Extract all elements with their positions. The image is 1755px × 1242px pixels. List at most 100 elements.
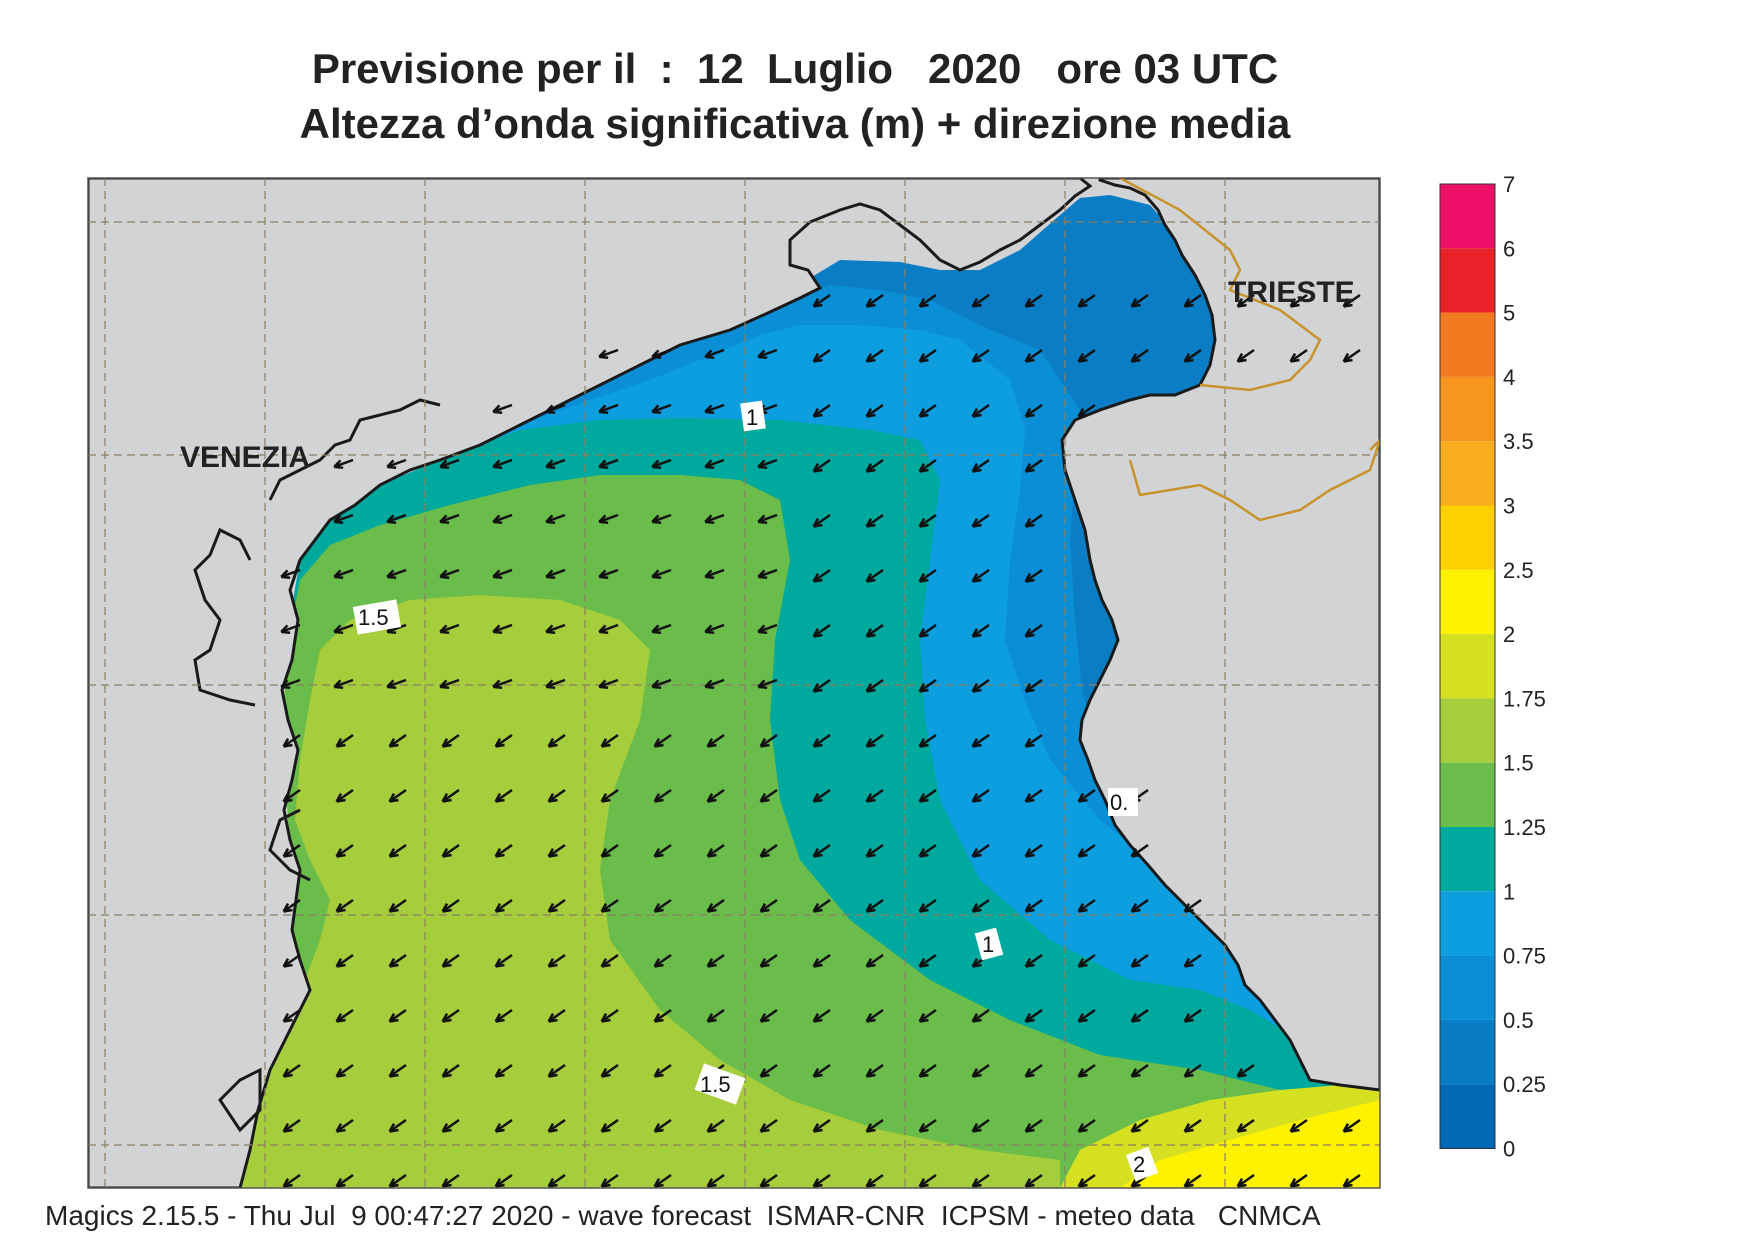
land-east-coast [1060,178,1380,1092]
wave-arrow [441,1063,460,1078]
wave-arrow [1077,898,1096,913]
wave-arrow [653,788,672,803]
wave-arrow [282,733,301,748]
wave-arrow-head [333,459,344,469]
wave-arrow [333,458,354,469]
wave-arrow-head [388,1178,399,1188]
wave-arrow [386,513,407,524]
wave-arrow-head [918,1123,929,1133]
wave-arrow [865,678,884,693]
wave-arrow-head [1183,1068,1194,1078]
wave-arrow-head [1130,1068,1141,1078]
wave-arrow-head [812,1178,823,1188]
wave-arrow [759,1008,778,1023]
wave-arrow-head [545,624,556,634]
wave-arrow [704,403,725,414]
legend-tick-label: 4 [1503,365,1515,390]
wave-arrow [598,678,619,689]
wave-arrow [812,293,831,308]
wave-arrow-head [282,903,293,913]
wave-arrow [1183,1008,1202,1023]
contour-label-2: 2 [1125,1146,1159,1182]
wave-arrow-head [865,463,876,473]
wave-arrow [651,348,672,359]
wave-arrow [759,843,778,858]
wave-arrow-head [547,1178,558,1188]
wave-arrow-head [547,903,558,913]
wave-arrow [1130,843,1149,858]
wave-arrow [545,403,566,414]
wave-arrow [1342,1118,1361,1133]
wave-arrow-head [812,738,823,748]
wave-arrow [812,953,831,968]
wave-arrow-head [1183,903,1194,913]
wave-arrow [1183,898,1202,913]
wave-arrow-head [653,1178,664,1188]
wave-arrow-head [441,1068,452,1078]
wave-arrow [1024,1118,1043,1133]
wave-arrow-head [1342,1178,1353,1188]
wave-arrow-head [600,1013,611,1023]
wave-arrow [918,293,937,308]
svg-text:1: 1 [982,932,994,957]
wave-arrow [1183,1063,1202,1078]
wave-arrow [1077,348,1096,363]
wave-arrow [759,953,778,968]
svg-text:1.5: 1.5 [358,605,389,630]
wave-arrow-head [757,624,768,634]
wave-arrow [1024,458,1043,473]
wave-arrow [865,733,884,748]
wave-arrow-head [280,679,291,689]
wave-arrow [388,1173,407,1188]
wave-arrow [918,623,937,638]
wave-arrow [704,458,725,469]
legend-tick-label: 7 [1503,172,1515,197]
wave-arrow [653,1008,672,1023]
wave-arrow-head [651,349,662,359]
wave-arrow [651,403,672,414]
wave-arrow [600,788,619,803]
wave-arrow [1024,513,1043,528]
wave-arrow-head [1130,958,1141,968]
wave-arrow-head [1236,1123,1247,1133]
wave-arrow [388,898,407,913]
wave-arrow-head [282,1178,293,1188]
wave-arrow-head [335,1013,346,1023]
wave-arrow [1130,898,1149,913]
wave-arrow-head [388,958,399,968]
legend-frame [1439,183,1496,1149]
wave-arrow [598,568,619,579]
wave-arrow-head [1236,1178,1247,1188]
wave-arrow-head [865,573,876,583]
wave-arrow [1024,1008,1043,1023]
wave-arrow [812,1173,831,1188]
wave-arrow-head [1289,353,1300,363]
wave-arrow [1130,1063,1149,1078]
wave-arrow [492,568,513,579]
wave-arrow-head [918,1178,929,1188]
wave-arrow [547,1063,566,1078]
wave-arrow-head [865,793,876,803]
wave-arrow-head [1130,298,1141,308]
svg-text:2: 2 [1133,1152,1145,1177]
wave-arrow [441,788,460,803]
wave-arrow-head [1342,353,1353,363]
wave-arrow-head [598,679,609,689]
wave-arrow [865,953,884,968]
wave-arrow-head [865,1178,876,1188]
wave-arrow [971,678,990,693]
wave-arrow-head [757,459,768,469]
wave-arrow-head [1183,353,1194,363]
wave-arrow-head [388,903,399,913]
wave-arrow-head [545,569,556,579]
wave-arrow-head [865,298,876,308]
wave-arrow-head [971,518,982,528]
wave-arrow [812,1063,831,1078]
wave-arrow-head [1077,958,1088,968]
wave-arrow-head [600,793,611,803]
wave-arrow-head [494,903,505,913]
wave-arrow [865,513,884,528]
wave-arrow-head [812,793,823,803]
wave-arrow [971,623,990,638]
wave-arrow [1024,1173,1043,1188]
